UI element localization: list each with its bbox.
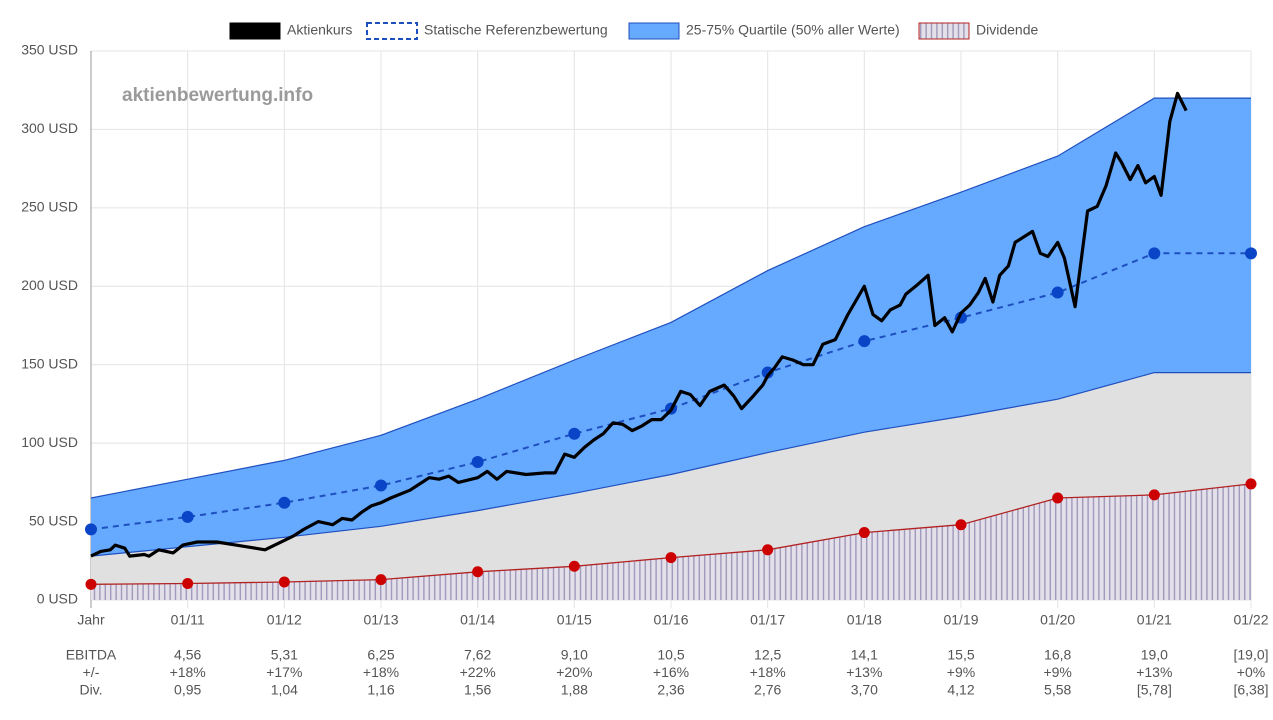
table-cell: 2,76 — [754, 682, 781, 698]
watermark: aktienbewertung.info — [122, 85, 313, 106]
legend-swatch — [366, 22, 418, 40]
table-cell: 7,62 — [464, 647, 491, 663]
reference-point — [278, 496, 291, 509]
dividend-point — [278, 576, 290, 588]
dividend-point — [1148, 489, 1160, 501]
dividend-point — [955, 519, 967, 531]
table-cell: 5,31 — [271, 647, 298, 663]
table-cell: 9,10 — [561, 647, 588, 663]
x-tick-label: 01/14 — [460, 612, 495, 628]
quartile-band — [91, 98, 1251, 557]
table-cell: 6,25 — [367, 647, 394, 663]
legend-label: Dividende — [976, 22, 1038, 38]
reference-point — [858, 335, 871, 348]
y-tick-label: 150 USD — [21, 355, 78, 371]
x-tick-label: 01/16 — [653, 612, 688, 628]
reference-point — [568, 427, 581, 440]
table-cell: +9% — [947, 664, 975, 680]
dividend-point — [375, 574, 387, 586]
table-cell: +/- — [83, 664, 100, 680]
legend-swatch — [918, 22, 970, 40]
x-tick-label: 01/18 — [847, 612, 882, 628]
table-cell: 0,95 — [174, 682, 201, 698]
table-cell: 14,1 — [851, 647, 878, 663]
dividend-point — [858, 527, 870, 539]
reference-point — [761, 366, 774, 379]
table-cell: 1,16 — [367, 682, 394, 698]
legend-swatch — [229, 22, 281, 40]
table-cell: +22% — [460, 664, 496, 680]
y-tick-label: 100 USD — [21, 434, 78, 450]
reference-point — [1148, 247, 1161, 260]
table-cell: 2,36 — [657, 682, 684, 698]
table-cell: +17% — [266, 664, 302, 680]
table-cell: 16,8 — [1044, 647, 1071, 663]
table-cell: +20% — [556, 664, 592, 680]
reference-point — [85, 523, 97, 536]
x-tick-label: 01/11 — [171, 612, 205, 628]
table-cell: [19,0] — [1233, 647, 1268, 663]
table-cell: 4,56 — [174, 647, 201, 663]
table-cell: 19,0 — [1141, 647, 1168, 663]
table-cell: +18% — [170, 664, 206, 680]
x-tick-label: 01/22 — [1233, 612, 1268, 628]
reference-point — [471, 455, 484, 468]
table-cell: 5,58 — [1044, 682, 1071, 698]
y-tick-label: 300 USD — [21, 120, 78, 136]
dividend-point — [182, 578, 194, 590]
table-cell: 1,04 — [271, 682, 298, 698]
reference-point — [375, 479, 387, 492]
dividend-point — [762, 544, 774, 556]
dividend-point — [472, 566, 484, 578]
table-cell: [6,38] — [1233, 682, 1268, 698]
y-tick-label: 0 USD — [37, 591, 78, 607]
band-edge — [90, 97, 1251, 499]
table-cell: Div. — [79, 682, 102, 698]
dividend-area — [91, 483, 1251, 600]
reference-point — [1051, 286, 1064, 299]
reference-point — [181, 510, 194, 523]
x-tick-label: 01/15 — [557, 612, 592, 628]
reference-point — [1245, 247, 1257, 260]
table-cell: 1,56 — [464, 682, 491, 698]
y-tick-label: 200 USD — [21, 277, 78, 293]
table-cell: 10,5 — [657, 647, 684, 663]
table-cell: 1,88 — [561, 682, 588, 698]
x-tick-label: 01/19 — [943, 612, 978, 628]
x-tick-label: 01/20 — [1040, 612, 1075, 628]
dividend-point — [568, 560, 580, 572]
table-cell: +13% — [846, 664, 882, 680]
price-line — [90, 91, 1188, 558]
table-cell: 4,12 — [947, 682, 974, 698]
legend-label: 25-75% Quartile (50% aller Werte) — [686, 22, 900, 38]
table-cell: +0% — [1237, 664, 1265, 680]
legend-label: Aktienkurs — [287, 22, 352, 38]
dividend-point — [85, 578, 97, 590]
band-edge — [90, 372, 1251, 557]
table-cell: 3,70 — [851, 682, 878, 698]
legend-label: Statische Referenzbewertung — [424, 22, 608, 38]
x-tick-label: 01/12 — [267, 612, 302, 628]
x-tick-label: Jahr — [77, 612, 105, 628]
table-cell: +18% — [750, 664, 786, 680]
dividend-point — [1052, 492, 1064, 504]
table-cell: +9% — [1043, 664, 1071, 680]
y-tick-label: 50 USD — [29, 512, 78, 528]
y-tick-label: 350 USD — [21, 42, 78, 58]
table-cell: 15,5 — [947, 647, 974, 663]
dividend-point — [1245, 478, 1257, 490]
x-tick-label: 01/21 — [1137, 612, 1172, 628]
dividend-point — [665, 552, 677, 564]
x-tick-label: 01/13 — [363, 612, 398, 628]
x-tick-label: 01/17 — [750, 612, 785, 628]
table-cell: [5,78] — [1137, 682, 1172, 698]
table-cell: +16% — [653, 664, 689, 680]
table-cell: 12,5 — [754, 647, 781, 663]
table-cell: +18% — [363, 664, 399, 680]
legend-swatch — [628, 22, 680, 40]
table-cell: EBITDA — [66, 647, 117, 663]
y-tick-label: 250 USD — [21, 199, 78, 215]
table-cell: +13% — [1136, 664, 1172, 680]
